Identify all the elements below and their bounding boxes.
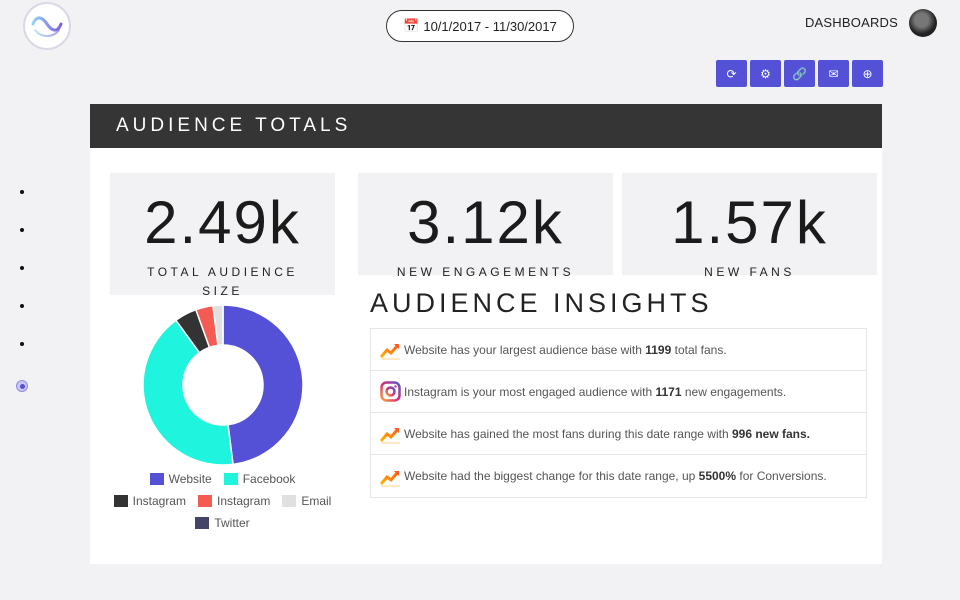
stat-label: NEW ENGAGEMENTS (396, 265, 575, 279)
trend-icon (380, 339, 401, 360)
legend-label: Facebook (242, 472, 296, 486)
legend-item-website[interactable]: Website (149, 472, 212, 486)
audience-totals-card: AUDIENCE TOTALS 2.49k TOTAL AUDIENCE SIZ… (90, 104, 882, 564)
insight-text: Website has your largest audience base w… (404, 342, 727, 357)
insights-title: AUDIENCE INSIGHTS (370, 288, 713, 318)
add-icon: ⊕ (862, 66, 873, 81)
chart-legend: Website Facebook Instagram Instagram Ema… (100, 472, 345, 538)
instagram-icon (380, 381, 401, 402)
toolbar: ⟳ ⚙ 🔗 ✉ ⊕ (716, 60, 883, 87)
donut-slice-email-4[interactable] (212, 304, 224, 347)
stat-new-engagements: 3.12k NEW ENGAGEMENTS (358, 173, 613, 279)
legend-swatch (197, 495, 212, 507)
insight-row: Website has gained the most fans during … (371, 413, 866, 455)
donut-slice-website-0[interactable] (222, 304, 304, 466)
envelope-icon: ✉ (828, 66, 839, 81)
insight-row: Instagram is your most engaged audience … (371, 371, 866, 413)
link-icon: 🔗 (792, 66, 807, 81)
legend-swatch (195, 517, 210, 529)
dashboards-menu[interactable]: DASHBOARDS (804, 15, 898, 30)
nav-dot-5[interactable] (20, 342, 24, 346)
insight-text: Website has gained the most fans during … (404, 426, 811, 441)
legend-item-facebook[interactable]: Facebook (223, 472, 296, 486)
stat-value: 3.12k (407, 189, 564, 256)
calendar-icon: 📅 (403, 18, 420, 33)
legend-swatch (149, 473, 164, 485)
app-logo[interactable] (23, 2, 71, 50)
insight-row: Website has your largest audience base w… (371, 329, 866, 371)
legend-swatch (223, 473, 238, 485)
stat-label: TOTAL AUDIENCE SIZE (147, 265, 298, 299)
trend-icon (380, 423, 401, 444)
nav-dot-1[interactable] (20, 190, 24, 194)
stat-total-audience: 2.49k TOTAL AUDIENCE SIZE (110, 173, 335, 298)
nav-dot-active[interactable] (16, 380, 28, 392)
link-button[interactable]: 🔗 (784, 60, 815, 87)
refresh-button[interactable]: ⟳ (716, 60, 747, 87)
legend-swatch (113, 495, 128, 507)
stat-value: 1.57k (671, 189, 828, 256)
logo-wave-icon (31, 16, 63, 37)
legend-swatch (282, 495, 297, 507)
legend-label: Instagram (132, 494, 186, 508)
date-range-picker[interactable]: 📅 10/1/2017 - 11/30/2017 (386, 10, 574, 42)
date-range-text: 10/1/2017 - 11/30/2017 (423, 18, 557, 34)
insight-row: Website had the biggest change for this … (371, 455, 866, 497)
legend-label: Email (301, 494, 332, 508)
trend-icon (380, 465, 401, 487)
legend-row: Twitter (100, 516, 345, 530)
add-button[interactable]: ⊕ (852, 60, 883, 87)
nav-dot-3[interactable] (20, 266, 24, 270)
envelope-button[interactable]: ✉ (818, 60, 849, 87)
legend-label: Website (168, 472, 212, 486)
user-avatar[interactable] (909, 9, 937, 37)
legend-item-instagram-1[interactable]: Instagram (113, 494, 186, 508)
legend-item-twitter[interactable]: Twitter (195, 516, 250, 530)
donut-slice-facebook-1[interactable] (142, 319, 234, 466)
legend-label: Instagram (216, 494, 271, 508)
stat-new-fans: 1.57k NEW FANS (622, 173, 877, 279)
card-title: AUDIENCE TOTALS (90, 104, 882, 148)
refresh-icon: ⟳ (726, 66, 737, 81)
gear-button[interactable]: ⚙ (750, 60, 781, 87)
legend-label: Twitter (214, 516, 250, 530)
insight-text: Website had the biggest change for this … (404, 469, 827, 483)
legend-row: Website Facebook (100, 472, 345, 486)
insight-text: Instagram is your most engaged audience … (404, 384, 787, 399)
stat-value: 2.49k (144, 189, 301, 256)
legend-row: Instagram Instagram Email (100, 494, 345, 508)
insights-list: Website has your largest audience base w… (370, 328, 867, 498)
stat-label: NEW FANS (704, 265, 795, 279)
legend-item-email[interactable]: Email (282, 494, 331, 508)
nav-dot-4[interactable] (20, 304, 24, 308)
nav-dot-2[interactable] (20, 228, 24, 232)
legend-item-instagram-2[interactable]: Instagram (197, 494, 271, 508)
gear-icon: ⚙ (760, 66, 771, 81)
audience-donut-chart (142, 304, 304, 466)
side-nav (16, 190, 28, 426)
